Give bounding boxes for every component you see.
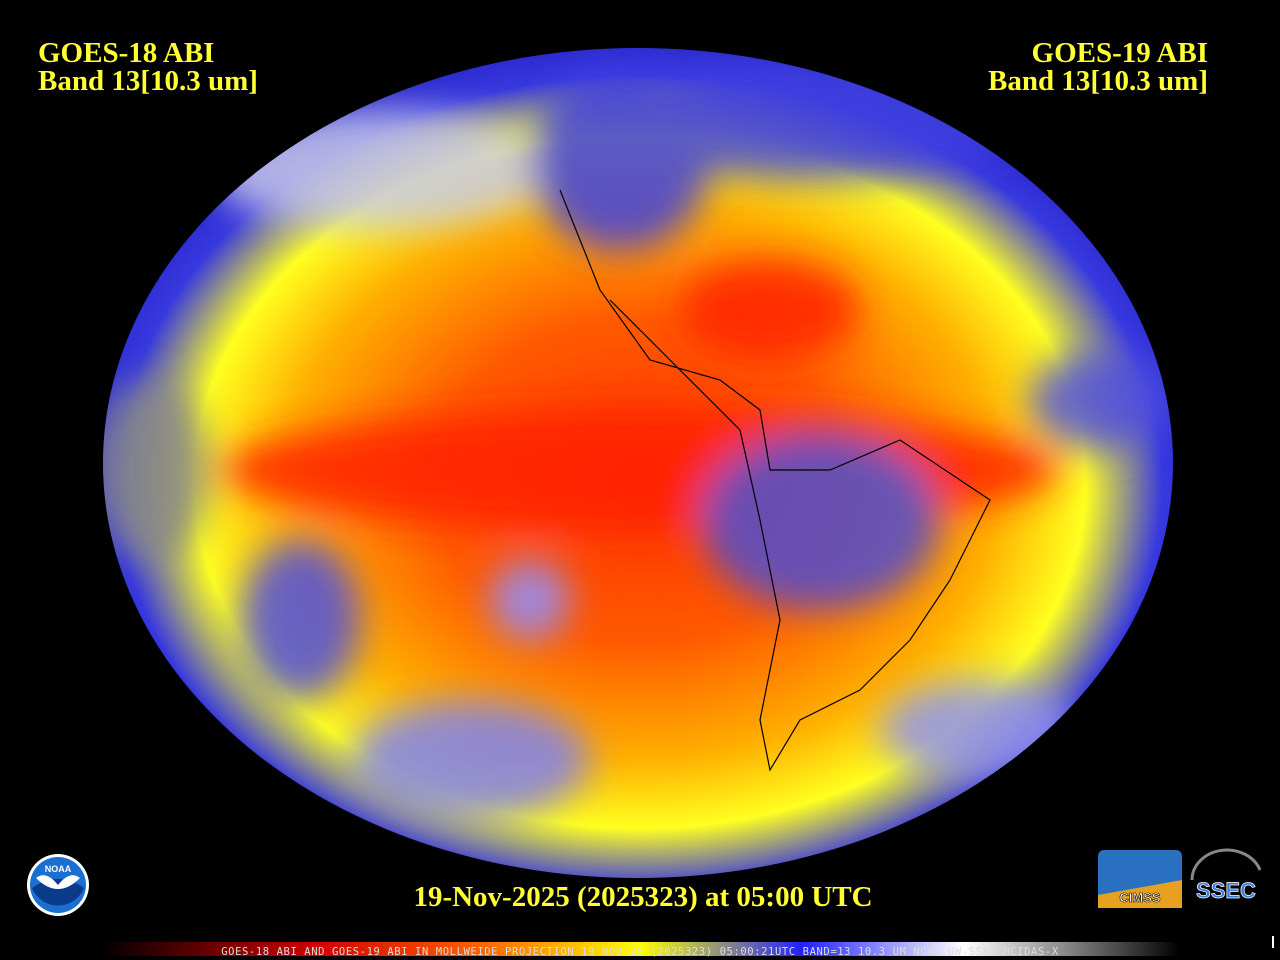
timestamp: 19-Nov-2025 (2025323) at 05:00 UTC xyxy=(413,881,872,913)
cimss-text: CIMSS xyxy=(1119,890,1161,905)
left-band: Band 13[10.3 um] xyxy=(38,65,258,97)
ssec-text: SSEC xyxy=(1196,878,1256,903)
noaa-text: NOAA xyxy=(45,864,72,874)
right-band: Band 13[10.3 um] xyxy=(988,65,1208,97)
right-satellite: GOES-19 ABI xyxy=(1032,37,1208,69)
globe-image xyxy=(103,48,1173,878)
marker xyxy=(1272,936,1274,948)
noaa-logo: NOAA xyxy=(27,854,89,916)
cimss-logo: CIMSS xyxy=(1098,850,1182,908)
ssec-logo: SSEC xyxy=(1190,848,1262,903)
color-bar xyxy=(100,942,1180,956)
coastline xyxy=(559,189,991,772)
footer-text: GOES-18 ABI AND GOES-19 ABI IN MOLLWEIDE… xyxy=(221,946,1059,958)
left-satellite: GOES-18 ABI xyxy=(38,37,214,69)
